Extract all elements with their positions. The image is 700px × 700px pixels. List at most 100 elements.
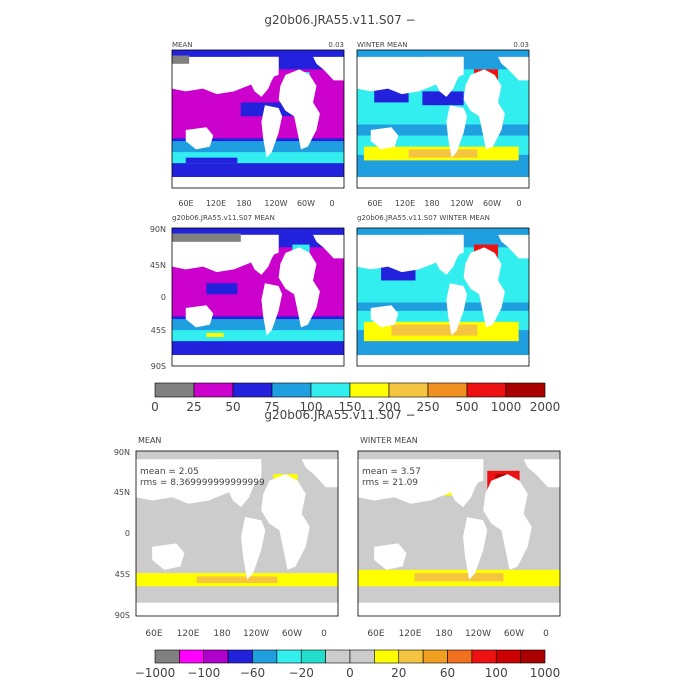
top-colorbar-tick-label: 200 xyxy=(378,400,401,414)
top-colorbar-swatch xyxy=(349,382,390,398)
svg-text:120E: 120E xyxy=(177,629,200,639)
svg-text:45N: 45N xyxy=(150,261,166,270)
top-colorbar: 0 25 50 75 100 150 200 250 500 1000 2000 xyxy=(151,382,561,414)
bottom-figure-title: g20b06.JRA55.v11.S07 − xyxy=(264,408,415,422)
top-figure-title: g20b06.JRA55.v11.S07 − xyxy=(264,13,415,27)
svg-text:90S: 90S xyxy=(151,362,166,371)
svg-text:90S: 90S xyxy=(115,611,130,620)
svg-text:60W: 60W xyxy=(504,629,524,639)
bottom-colorbar-swatch xyxy=(495,649,521,664)
panel-middle-left: g20b06.JRA55.v11.S07 MEAN 90N 45N 0 45S … xyxy=(150,214,345,371)
svg-text:180: 180 xyxy=(435,629,452,639)
bottom-colorbar-tick-label: −20 xyxy=(289,666,314,680)
bottom-colorbar-swatch xyxy=(349,649,375,664)
top-colorbar-tick-label: 75 xyxy=(264,400,279,414)
svg-text:60W: 60W xyxy=(297,199,315,208)
top-colorbar-swatch xyxy=(193,382,234,398)
bottom-colorbar-swatch xyxy=(227,649,253,664)
svg-text:60E: 60E xyxy=(367,629,384,639)
panel-label: g20b06.JRA55.v11.S07 WINTER MEAN xyxy=(357,214,490,222)
svg-text:90N: 90N xyxy=(114,448,130,457)
bottom-colorbar-tick-label: −60 xyxy=(240,666,265,680)
top-colorbar-tick-label: 250 xyxy=(417,400,440,414)
svg-text:0: 0 xyxy=(125,529,130,538)
panel-bottom-right: WINTER MEAN mean = 3.57 rms = 21.09 xyxy=(357,436,561,617)
panel-bottom-left: MEAN mean = 2.05 rms = 8.369999999999999… xyxy=(114,436,339,620)
panel-label: MEAN xyxy=(172,41,193,49)
top-colorbar-tick-label: 2000 xyxy=(530,400,561,414)
svg-text:0: 0 xyxy=(516,199,521,208)
bottom-colorbar-tick-label: 0 xyxy=(346,666,354,680)
bottom-colorbar-swatch xyxy=(325,649,351,664)
bottom-colorbar-tick-label: 100 xyxy=(485,666,508,680)
svg-text:120E: 120E xyxy=(206,199,226,208)
bottom-colorbar-tick-label: −100 xyxy=(187,666,220,680)
panel-label: WINTER MEAN xyxy=(357,41,408,49)
panel-top-right: WINTER MEAN 0.03 xyxy=(356,41,530,189)
mean-annotation: mean = 3.57 xyxy=(362,467,421,477)
svg-text:0: 0 xyxy=(329,199,334,208)
panel-top-left: MEAN 0.03 xyxy=(171,41,345,189)
panel-label: MEAN xyxy=(138,436,161,445)
svg-text:60W: 60W xyxy=(282,629,302,639)
svg-text:60W: 60W xyxy=(483,199,501,208)
panel-middle-right: g20b06.JRA55.v11.S07 WINTER MEAN xyxy=(356,214,530,367)
svg-text:60E: 60E xyxy=(367,199,382,208)
bottom-colorbar-swatch xyxy=(252,649,278,664)
bottom-colorbar-swatch xyxy=(179,649,205,664)
svg-text:120W: 120W xyxy=(243,629,269,639)
svg-text:0: 0 xyxy=(543,629,549,639)
svg-text:45S: 45S xyxy=(151,326,166,335)
bottom-colorbar-tick-label: 20 xyxy=(391,666,406,680)
top-colorbar-tick-label: 500 xyxy=(456,400,479,414)
svg-text:60E: 60E xyxy=(178,199,193,208)
top-colorbar-swatch xyxy=(427,382,468,398)
top-colorbar-swatch xyxy=(232,382,273,398)
top-colorbar-swatch xyxy=(505,382,546,398)
svg-text:0: 0 xyxy=(161,293,166,302)
panel-frame xyxy=(171,49,345,189)
top-colorbar-swatch xyxy=(466,382,507,398)
top-colorbar-tick-label: 25 xyxy=(186,400,201,414)
bottom-colorbar-swatch xyxy=(422,649,448,664)
top-colorbar-tick-label: 1000 xyxy=(491,400,522,414)
top-colorbar-swatch xyxy=(388,382,429,398)
svg-text:120E: 120E xyxy=(395,199,415,208)
bottom-colorbar-swatch xyxy=(398,649,424,664)
svg-text:0: 0 xyxy=(321,629,327,639)
svg-text:90N: 90N xyxy=(150,225,166,234)
top-colorbar-tick-label: 0 xyxy=(151,400,159,414)
svg-text:180: 180 xyxy=(213,629,230,639)
svg-text:120W: 120W xyxy=(465,629,491,639)
svg-text:120W: 120W xyxy=(450,199,473,208)
panel-label: WINTER MEAN xyxy=(360,436,418,445)
bottom-colorbar: −1000 −100 −60 −20 0 20 60 100 1000 xyxy=(135,649,561,680)
top-row-lon-ticks: 60E 120E 180 120W 60W 0 60E 120E 180 120… xyxy=(178,199,521,208)
bottom-colorbar-tick-label: 60 xyxy=(440,666,455,680)
bottom-row-lon-ticks: 60E 120E 180 120W 60W 0 60E 120E 180 120… xyxy=(145,629,549,639)
bottom-colorbar-swatch xyxy=(374,649,400,664)
panel-value: 0.03 xyxy=(328,41,344,49)
mean-annotation: mean = 2.05 xyxy=(140,467,199,477)
bottom-colorbar-swatch xyxy=(203,649,229,664)
bottom-colorbar-swatch xyxy=(154,649,180,664)
bottom-colorbar-tick-label: −1000 xyxy=(135,666,176,680)
top-colorbar-tick-label: 100 xyxy=(300,400,323,414)
bottom-colorbar-swatch xyxy=(471,649,497,664)
top-colorbar-tick-label: 50 xyxy=(225,400,240,414)
bottom-colorbar-swatch xyxy=(520,649,546,664)
rms-annotation: rms = 8.369999999999999 xyxy=(140,478,265,488)
panel-label: g20b06.JRA55.v11.S07 MEAN xyxy=(172,214,275,222)
top-colorbar-swatch xyxy=(271,382,312,398)
svg-text:120W: 120W xyxy=(264,199,287,208)
svg-text:180: 180 xyxy=(424,199,439,208)
bottom-colorbar-tick-label: 1000 xyxy=(530,666,561,680)
panel-value: 0.03 xyxy=(513,41,529,49)
svg-text:120E: 120E xyxy=(399,629,422,639)
svg-text:45S: 45S xyxy=(115,570,130,579)
rms-annotation: rms = 21.09 xyxy=(362,478,418,488)
top-colorbar-swatch xyxy=(310,382,351,398)
top-colorbar-tick-label: 150 xyxy=(339,400,362,414)
bottom-colorbar-swatch xyxy=(276,649,302,664)
